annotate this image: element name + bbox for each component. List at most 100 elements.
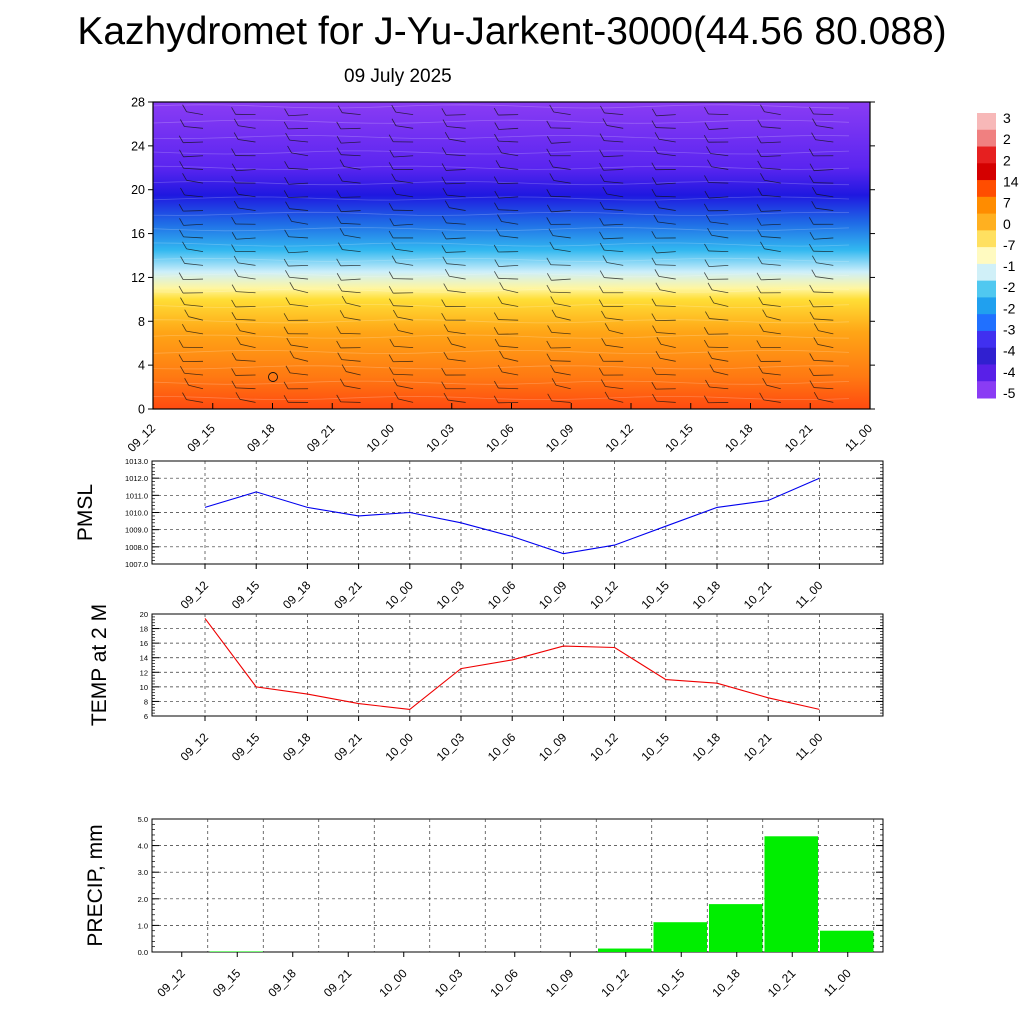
wind-barb — [446, 169, 466, 171]
x-tick-label: 09_21 — [304, 421, 338, 455]
wind-barb — [447, 358, 466, 362]
wind-barb-feather — [285, 297, 291, 305]
wind-barb — [293, 357, 309, 362]
x-tick-label: 10_09 — [536, 578, 570, 612]
y-tick-label: 16 — [140, 639, 148, 648]
wind-barb — [551, 210, 571, 213]
wind-barb-feather — [811, 255, 817, 263]
wind-barb-feather — [182, 392, 187, 400]
wind-barb-feather — [811, 201, 816, 209]
wind-barb-feather — [391, 255, 397, 263]
wind-barb-feather — [441, 108, 447, 116]
y-tick-label: 28 — [131, 96, 145, 110]
wind-barb — [761, 141, 781, 144]
wind-barb-feather — [286, 337, 292, 346]
wind-barb-feather — [444, 269, 450, 277]
wind-barb-feather — [809, 175, 814, 183]
wind-barb — [340, 154, 361, 157]
wind-barb-feather — [599, 231, 604, 240]
y-tick-label: 4 — [138, 359, 145, 373]
wind-barb — [764, 111, 781, 116]
series-line — [204, 618, 820, 710]
wind-barb-feather — [443, 351, 449, 360]
x-tick-label: 10_12 — [598, 966, 632, 1000]
wind-barb-feather — [599, 174, 605, 182]
colorbar-label: -4 — [1003, 364, 1016, 380]
wind-barb-feather — [447, 336, 452, 345]
wind-barb — [608, 329, 624, 335]
wind-barb — [291, 221, 309, 225]
wind-barb-feather — [231, 380, 237, 389]
x-tick-label: 09_15 — [184, 421, 218, 455]
y-axis-title: PRECIP, mm — [84, 824, 107, 946]
wind-barb-feather — [283, 190, 289, 198]
wind-barb — [288, 236, 309, 239]
x-tick-label: 09_12 — [125, 421, 159, 455]
wind-barb-feather — [604, 323, 610, 331]
wind-barb — [604, 112, 624, 116]
wind-barb — [341, 141, 361, 144]
contour-line — [152, 380, 850, 385]
wind-barb-feather — [494, 271, 499, 279]
x-tick-label: 09_21 — [331, 730, 365, 764]
wind-barb-feather — [652, 177, 657, 185]
wind-barb — [711, 358, 729, 362]
wind-barb-feather — [493, 244, 499, 253]
wind-barb-feather — [809, 244, 814, 252]
wind-barb — [711, 289, 729, 294]
wind-barb — [398, 330, 414, 335]
contour-line — [152, 365, 850, 370]
wind-barb — [708, 127, 729, 130]
wind-barb-feather — [441, 299, 446, 307]
wind-barb-feather — [289, 350, 295, 358]
wind-barb — [395, 180, 414, 184]
wind-barb-feather — [285, 132, 290, 141]
x-tick-label: 10_03 — [434, 730, 468, 764]
wind-barb — [815, 207, 834, 211]
wind-barb-feather — [289, 282, 295, 290]
wind-barb-feather — [599, 201, 605, 210]
wind-barb-feather — [233, 132, 239, 140]
wind-barb-feather — [179, 218, 184, 226]
wind-barb-feather — [809, 106, 814, 115]
y-tick-label: 18 — [140, 625, 148, 634]
wind-barb-feather — [336, 394, 342, 403]
wind-barb — [340, 196, 361, 198]
wind-barb-feather — [337, 352, 343, 360]
wind-barb — [603, 140, 624, 143]
wind-barb-feather — [391, 187, 397, 195]
x-tick-label: 09_21 — [321, 966, 355, 1000]
wind-barb — [658, 275, 676, 280]
wind-barb-feather — [549, 104, 555, 113]
wind-barb-feather — [441, 147, 447, 155]
wind-barb — [238, 262, 256, 266]
wind-barb — [604, 208, 624, 211]
wind-barb — [184, 126, 204, 129]
wind-barb-feather — [441, 381, 446, 389]
wind-barb-feather — [655, 282, 661, 290]
x-tick-label: 10_00 — [382, 730, 416, 764]
wind-barb-feather — [233, 187, 239, 195]
wind-barb-feather — [546, 120, 552, 129]
wind-barb-feather — [599, 133, 605, 141]
wind-barb-feather — [546, 273, 552, 281]
colorbar-label: -1 — [1003, 258, 1016, 274]
wind-barb-feather — [599, 163, 604, 171]
wind-barb — [184, 304, 204, 307]
y-tick-label: 20 — [140, 610, 148, 619]
contour-line — [152, 227, 850, 232]
wind-barb-feather — [231, 368, 236, 376]
wind-barb-feather — [336, 216, 342, 224]
wind-barb-feather — [656, 337, 662, 345]
wind-barb-feather — [231, 175, 236, 184]
wind-barb-feather — [760, 173, 765, 181]
wind-barb-feather — [287, 214, 292, 222]
wind-barb — [763, 330, 781, 335]
colorbar-label: 0 — [1003, 216, 1011, 232]
contour-line — [152, 349, 850, 355]
x-tick-label: 10_09 — [543, 421, 577, 455]
wind-barb-feather — [493, 312, 499, 320]
wind-barb — [238, 139, 256, 143]
wind-barb-feather — [808, 217, 814, 225]
wind-barb — [396, 262, 414, 266]
